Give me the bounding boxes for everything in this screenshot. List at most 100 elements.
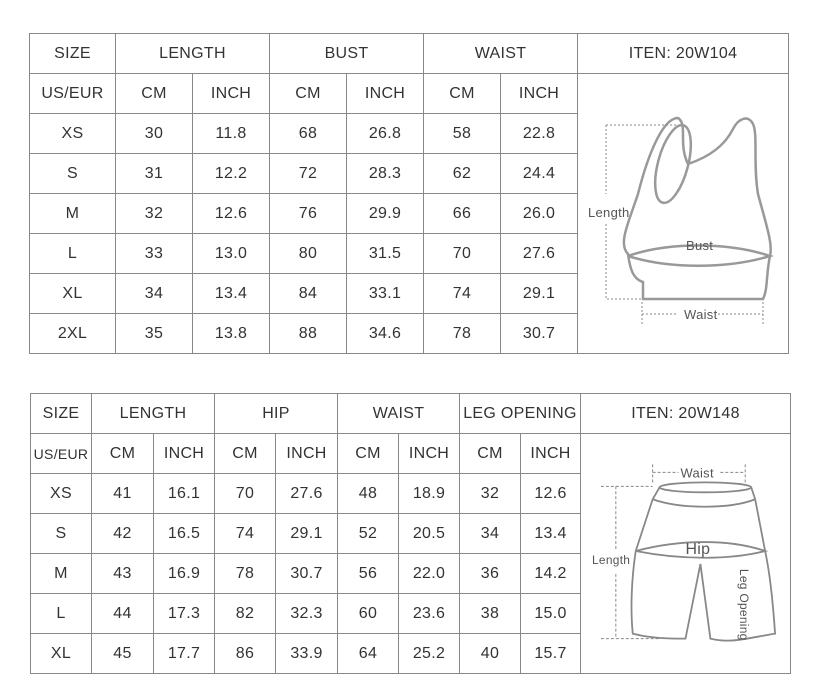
table-cell: 52 <box>338 514 399 554</box>
column-header: CM <box>270 74 347 114</box>
measurement-diagram: Length Bust Waist <box>578 74 789 354</box>
table-cell: 13.4 <box>521 514 581 554</box>
table-cell: 33.9 <box>276 634 338 674</box>
table-cell: 45 <box>92 634 154 674</box>
table-cell: 74 <box>424 274 501 314</box>
table-cell: 29.9 <box>347 194 424 234</box>
table-cell: 72 <box>270 154 347 194</box>
column-header: INCH <box>154 434 215 474</box>
table-cell: 31.5 <box>347 234 424 274</box>
size-label: XS <box>30 114 116 154</box>
column-header: CM <box>338 434 399 474</box>
table-cell: 34 <box>116 274 193 314</box>
hip-label: Hip <box>686 541 711 558</box>
column-header: INCH <box>399 434 460 474</box>
table-cell: 32.3 <box>276 594 338 634</box>
bra-size-table: SIZE LENGTH BUST WAIST ITEN: 20W104 US/EUR CM I… <box>29 33 789 354</box>
table-cell: 15.7 <box>521 634 581 674</box>
size-label: XL <box>31 634 92 674</box>
table-cell: 32 <box>116 194 193 234</box>
column-header: CM <box>424 74 501 114</box>
table-cell: 25.2 <box>399 634 460 674</box>
table-cell: 16.9 <box>154 554 215 594</box>
table-cell: 24.4 <box>501 154 578 194</box>
table-cell: 82 <box>215 594 276 634</box>
size-label: 2XL <box>30 314 116 354</box>
table-cell: 29.1 <box>501 274 578 314</box>
table-cell: 38 <box>460 594 521 634</box>
item-code: ITEN: 20W104 <box>578 34 789 74</box>
table-cell: 68 <box>270 114 347 154</box>
column-header: CM <box>215 434 276 474</box>
group-header: LEG OPENING <box>460 394 581 434</box>
waist-label: Waist <box>684 307 718 322</box>
size-label: XL <box>30 274 116 314</box>
table-cell: 27.6 <box>276 474 338 514</box>
table-cell: 23.6 <box>399 594 460 634</box>
column-header: US/EUR <box>30 74 116 114</box>
size-label: L <box>30 234 116 274</box>
table-cell: 70 <box>424 234 501 274</box>
size-label: M <box>30 194 116 234</box>
column-header: INCH <box>521 434 581 474</box>
table-cell: 16.5 <box>154 514 215 554</box>
item-code: ITEN: 20W148 <box>581 394 791 434</box>
group-header: HIP <box>215 394 338 434</box>
table-cell: 74 <box>215 514 276 554</box>
table-cell: 78 <box>215 554 276 594</box>
table-cell: 13.8 <box>193 314 270 354</box>
size-label: L <box>31 594 92 634</box>
table-cell: 34 <box>460 514 521 554</box>
table-cell: 64 <box>338 634 399 674</box>
table-cell: 13.4 <box>193 274 270 314</box>
group-header: WAIST <box>424 34 578 74</box>
table-cell: 32 <box>460 474 521 514</box>
group-header: BUST <box>270 34 424 74</box>
table-cell: 15.0 <box>521 594 581 634</box>
table-cell: 18.9 <box>399 474 460 514</box>
table-cell: 76 <box>270 194 347 234</box>
group-header: SIZE <box>31 394 92 434</box>
leg-opening-label: Leg Opening <box>737 569 751 641</box>
group-header: SIZE <box>30 34 116 74</box>
table-cell: 34.6 <box>347 314 424 354</box>
measurement-diagram: Waist Hip Length Leg Opening <box>581 434 791 674</box>
table-cell: 28.3 <box>347 154 424 194</box>
shorts-size-table: SIZE LENGTH HIP WAIST LEG OPENING ITEN: 20W14… <box>30 393 791 674</box>
table-cell: 12.6 <box>521 474 581 514</box>
table-cell: 84 <box>270 274 347 314</box>
table-cell: 56 <box>338 554 399 594</box>
table-cell: 60 <box>338 594 399 634</box>
table-cell: 12.6 <box>193 194 270 234</box>
bust-label: Bust <box>686 238 713 253</box>
table-cell: 30.7 <box>501 314 578 354</box>
table-cell: 30.7 <box>276 554 338 594</box>
shorts-diagram: Waist Hip Length Leg Opening <box>592 464 777 642</box>
table-cell: 36 <box>460 554 521 594</box>
column-header: INCH <box>501 74 578 114</box>
table-cell: 27.6 <box>501 234 578 274</box>
table-cell: 13.0 <box>193 234 270 274</box>
table-cell: 16.1 <box>154 474 215 514</box>
table-cell: 17.3 <box>154 594 215 634</box>
table-cell: 30 <box>116 114 193 154</box>
column-header: CM <box>116 74 193 114</box>
table-cell: 29.1 <box>276 514 338 554</box>
table-cell: 33 <box>116 234 193 274</box>
table-cell: 20.5 <box>399 514 460 554</box>
table-cell: 62 <box>424 154 501 194</box>
table-cell: 14.2 <box>521 554 581 594</box>
table-cell: 11.8 <box>193 114 270 154</box>
table-cell: 80 <box>270 234 347 274</box>
table-cell: 88 <box>270 314 347 354</box>
group-header: LENGTH <box>116 34 270 74</box>
column-header: CM <box>460 434 521 474</box>
table-cell: 17.7 <box>154 634 215 674</box>
table-cell: 22.8 <box>501 114 578 154</box>
waist-label: Waist <box>681 465 714 480</box>
column-header: INCH <box>347 74 424 114</box>
table-cell: 31 <box>116 154 193 194</box>
table-cell: 26.8 <box>347 114 424 154</box>
column-header: INCH <box>193 74 270 114</box>
table-cell: 44 <box>92 594 154 634</box>
